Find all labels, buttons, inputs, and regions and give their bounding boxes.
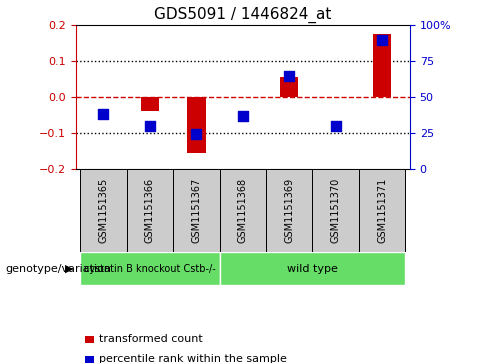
Text: GSM1151366: GSM1151366 [145,178,155,243]
Bar [173,169,220,252]
Bar [280,77,299,97]
Text: ▶: ▶ [65,264,73,274]
Text: GSM1151370: GSM1151370 [331,178,341,243]
Bar [220,169,266,252]
Point [285,73,293,78]
Bar [187,97,205,153]
Text: GSM1151365: GSM1151365 [99,178,108,243]
Text: GSM1151368: GSM1151368 [238,178,248,243]
Bar [373,34,391,97]
Text: percentile rank within the sample: percentile rank within the sample [99,354,287,363]
Text: GSM1151367: GSM1151367 [191,178,202,243]
Point [239,113,247,119]
Text: wild type: wild type [287,264,338,274]
Bar [359,169,405,252]
Point [192,131,200,137]
Bar [141,97,159,111]
Bar [220,252,405,285]
Bar [266,169,312,252]
Bar [81,169,127,252]
Bar [127,169,173,252]
Text: transformed count: transformed count [99,334,203,344]
Title: GDS5091 / 1446824_at: GDS5091 / 1446824_at [154,7,331,23]
Text: cystatin B knockout Cstb-/-: cystatin B knockout Cstb-/- [84,264,216,274]
Text: GSM1151369: GSM1151369 [284,178,294,243]
Point [332,123,340,129]
Point [100,111,107,117]
Bar [81,252,220,285]
Text: genotype/variation: genotype/variation [5,264,111,274]
Point [146,123,154,129]
Point [378,37,386,42]
Text: GSM1151371: GSM1151371 [377,178,387,243]
Bar [312,169,359,252]
